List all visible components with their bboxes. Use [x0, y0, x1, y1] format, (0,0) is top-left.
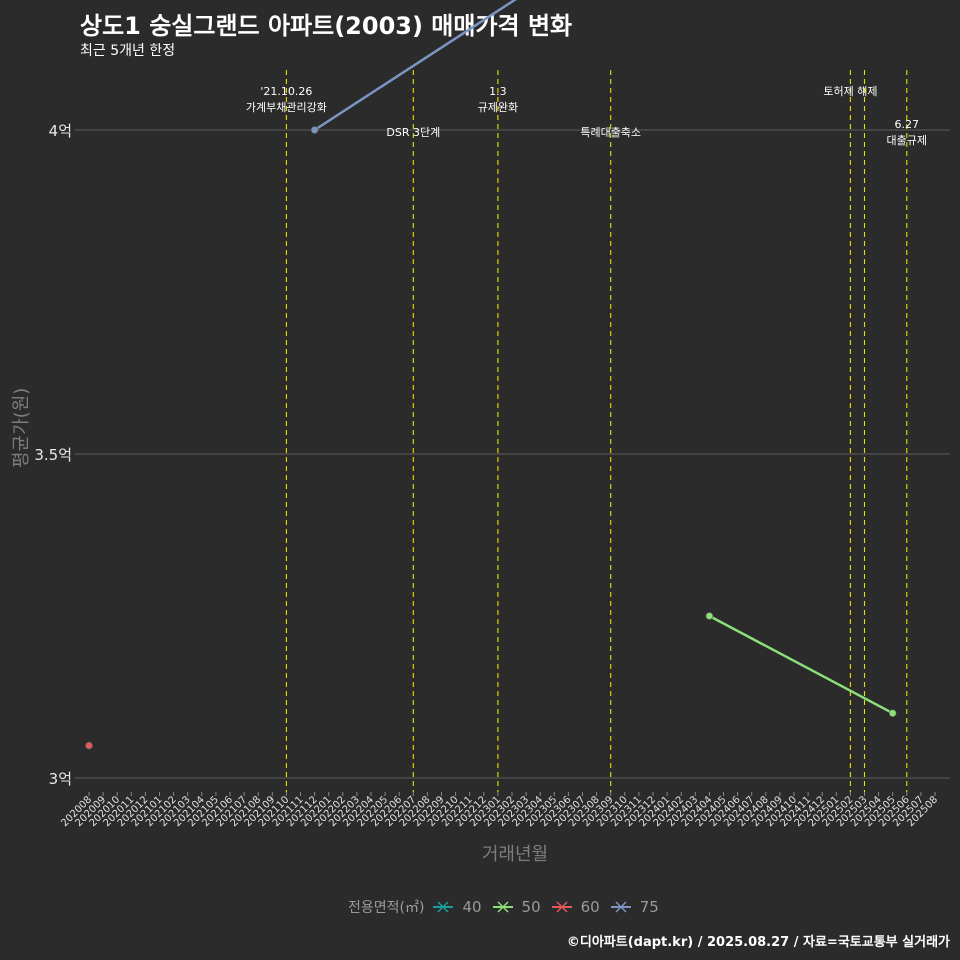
- event-label: 대출규제: [887, 134, 927, 147]
- legend-key-cross: [615, 901, 627, 913]
- legend-key-cross: [437, 901, 449, 913]
- legend: 전용면적(㎡) 40 50 60 75: [348, 897, 669, 917]
- legend-label: 40: [462, 898, 482, 916]
- y-axis-label: 평균가(원): [11, 387, 32, 468]
- series-line-50: [708, 614, 894, 715]
- x-tick-labels: 2020082020092020102020112020122021012021…: [59, 792, 940, 829]
- legend-item: 60: [551, 898, 600, 916]
- legend-label: 60: [580, 898, 600, 916]
- data-point-50: [888, 709, 897, 718]
- y-tick-label: 4억: [49, 122, 72, 140]
- legend-label: 50: [521, 898, 541, 916]
- legend-key-icon: [492, 901, 513, 913]
- y-tick-labels: 3억3.5억4억4.5억5억: [34, 122, 72, 788]
- y-tick-label: 3억: [49, 770, 72, 788]
- x-axis-label: 거래년월: [481, 844, 549, 865]
- chart-subtitle: 최근 5개년 한정: [80, 43, 176, 59]
- event-label: DSR 3단계: [386, 126, 440, 139]
- data-point-50: [705, 612, 714, 620]
- legend-key-icon: [433, 901, 454, 913]
- legend-key-cross: [556, 901, 568, 913]
- event-label: 특례대출축소: [580, 126, 641, 139]
- legend-key-cross: [497, 901, 509, 913]
- source-caption: ©디아파트(dapt.kr) / 2025.08.27 / 자료=국토교통부 실…: [566, 935, 950, 950]
- data-series: [85, 0, 897, 750]
- event-label: 규제완화: [478, 101, 518, 114]
- event-label: '21.10.26: [260, 85, 312, 98]
- y-gridlines: [75, 129, 950, 779]
- legend-item: 75: [610, 898, 659, 916]
- legend-title: 전용면적(㎡): [348, 900, 425, 916]
- event-label: 6.27: [895, 118, 920, 131]
- event-label: 가계부채관리강화: [246, 101, 327, 114]
- legend-key-icon: [610, 901, 631, 913]
- data-point-60: [85, 741, 93, 750]
- series-line-75: [313, 0, 517, 132]
- legend-key-icon: [551, 901, 572, 913]
- data-point-75: [310, 126, 319, 134]
- legend-items: 40 50 60 75: [432, 898, 668, 916]
- legend-item: 50: [492, 898, 541, 916]
- legend-label: 75: [639, 898, 659, 916]
- event-label: 1.3: [489, 85, 507, 98]
- event-label: 토허제 해제: [823, 84, 877, 98]
- legend-item: 40: [432, 898, 482, 916]
- y-tick-label: 3.5억: [34, 446, 72, 464]
